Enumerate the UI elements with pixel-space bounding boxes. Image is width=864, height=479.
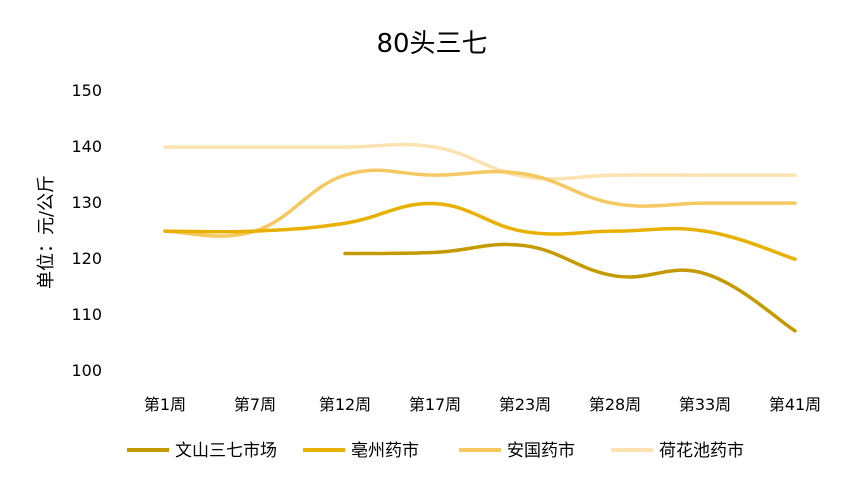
series-lines [163,142,797,333]
x-tick-label: 第7周 [234,395,276,414]
x-axis-ticks: 第1周 第7周 第12周 第17周 第23周 第28周 第33周 第41周 [144,395,821,414]
legend-label: 文山三七市场 [175,441,277,461]
chart-title: 80头三七 [376,29,487,59]
y-tick-label: 150 [71,81,102,100]
series-line [343,242,797,333]
series-line [163,142,797,181]
x-tick-label: 第23周 [499,395,551,414]
y-tick-label: 130 [71,193,102,212]
legend-label: 荷花池药市 [659,441,744,461]
x-tick-label: 第17周 [409,395,461,414]
y-tick-label: 120 [71,249,102,268]
x-tick-label: 第33周 [679,395,731,414]
x-tick-label: 第41周 [769,395,821,414]
legend-label: 安国药市 [507,441,575,461]
series-line [163,201,797,261]
legend-label: 亳州药市 [351,441,419,461]
legend: 文山三七市场 亳州药市 安国药市 荷花池药市 [127,441,744,461]
x-tick-label: 第28周 [589,395,641,414]
y-axis-label: 单位：元/公斤 [36,175,57,289]
y-tick-label: 100 [71,361,102,380]
y-tick-label: 110 [71,305,102,324]
x-tick-label: 第1周 [144,395,186,414]
y-tick-label: 140 [71,137,102,156]
x-tick-label: 第12周 [319,395,371,414]
series-line [163,168,797,238]
y-axis-ticks: 100 110 120 130 140 150 [71,81,102,380]
